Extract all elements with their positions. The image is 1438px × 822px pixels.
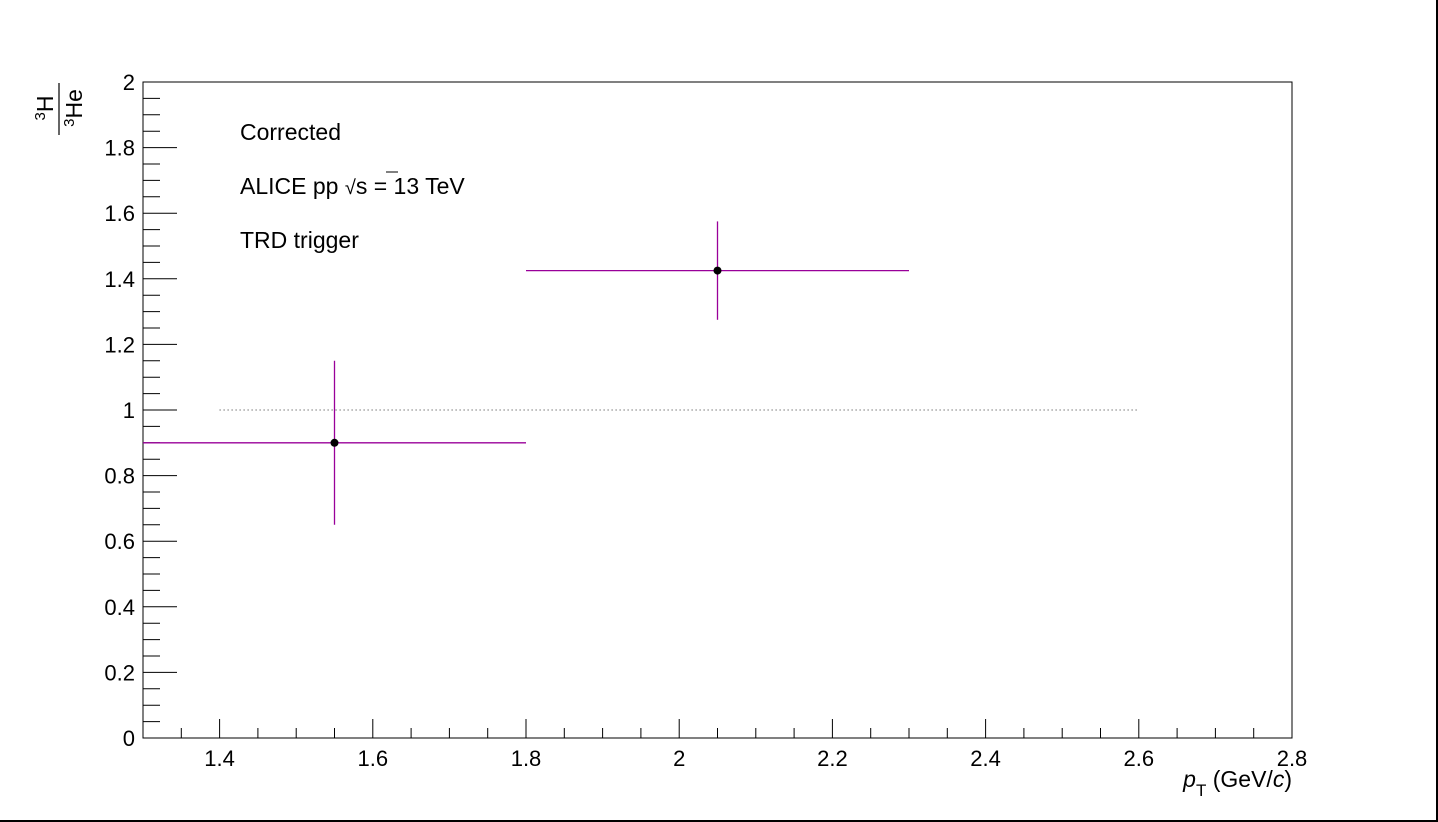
plot-frame: [142, 81, 1293, 739]
y-tick-labels: 0 0.2 0.4 0.6 0.8 1 1.2 1.4 1.6 1.8 2: [104, 70, 135, 751]
x-tick-label: 2.4: [970, 746, 1001, 771]
sqrt-symbol: √: [345, 177, 356, 199]
y-tick-label: 2: [123, 70, 135, 95]
y-axis-title-num: H: [32, 96, 58, 113]
x-tick-label: 2.2: [817, 746, 848, 771]
x-axis-title-unit-close: ): [1284, 766, 1292, 792]
x-tick-label: 1.8: [511, 746, 542, 771]
x-tick-labels: 1.4 1.6 1.8 2 2.2 2.4 2.6 2.8: [204, 746, 1307, 771]
y-axis-title: 3H 3He: [32, 83, 87, 135]
y-tick-label: 1: [123, 398, 135, 423]
x-axis-title-unit-c: c: [1273, 766, 1285, 792]
y-tick-label: 0.6: [104, 529, 135, 554]
y-tick-label: 1.6: [104, 201, 135, 226]
data-points: [143, 221, 909, 525]
data-point-marker: [330, 438, 339, 447]
data-point-marker: [713, 266, 722, 275]
x-tick-label: 1.6: [358, 746, 389, 771]
y-tick-label: 0.8: [104, 464, 135, 489]
x-tick-label: 2.8: [1277, 746, 1308, 771]
x-tick-label: 1.4: [204, 746, 235, 771]
x-tick-label: 2.6: [1124, 746, 1155, 771]
y-axis-title-numerator: 3H: [32, 96, 58, 121]
y-tick-label: 0.2: [104, 660, 135, 685]
y-tick-label: 0: [123, 726, 135, 751]
sqrt-s: s: [356, 173, 368, 199]
y-axis-title-num-sup: 3: [32, 112, 49, 120]
x-tick-label: 2: [673, 746, 685, 771]
y-tick-label: 1.8: [104, 136, 135, 161]
annotation-collision-energy: = 13 TeV: [367, 173, 465, 199]
annotation-collision-prefix: ALICE pp: [240, 173, 345, 199]
y-tick-label: 1.4: [104, 267, 135, 292]
y-tick-label: 0.4: [104, 595, 135, 620]
y-axis-title-denominator: 3He: [61, 89, 87, 127]
x-axis-title: pT (GeV/c): [1182, 766, 1292, 800]
x-axis-title-subscript: T: [1196, 781, 1206, 800]
annotation-corrected: Corrected: [240, 119, 341, 145]
y-axis-title-den-sup: 3: [61, 119, 78, 127]
x-axis-title-symbol: p: [1182, 766, 1196, 792]
x-minor-ticks: [180, 719, 1293, 738]
annotation-collision-system: ALICE pp √s = 13 TeV: [240, 173, 465, 199]
x-axis-title-unit-open: (GeV/: [1206, 766, 1273, 792]
annotation-trigger: TRD trigger: [240, 227, 359, 253]
y-tick-label: 1.2: [104, 332, 135, 357]
y-axis-title-den: He: [61, 89, 87, 118]
